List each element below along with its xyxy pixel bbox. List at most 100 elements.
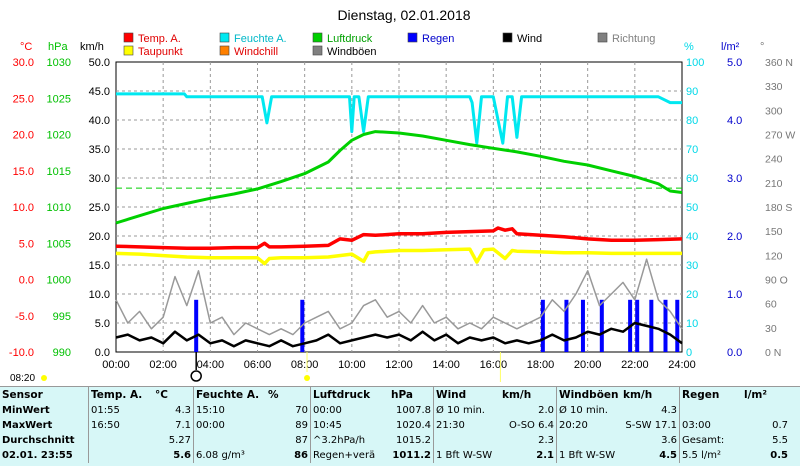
col-temp-unit: °C <box>155 389 168 401</box>
tick-label-temp: -5.0 <box>15 311 34 323</box>
x-tick-label: 02:00 <box>149 359 177 371</box>
table-cell: 1 Bft W-SW <box>433 448 500 463</box>
tick-label-humidity: 10 <box>686 318 698 330</box>
table-cell: Gesamt: <box>679 433 742 448</box>
col-hum: Feuchte A. <box>193 387 266 403</box>
table-cell <box>679 403 742 418</box>
series-wind <box>115 321 683 348</box>
legend-swatch <box>502 32 513 43</box>
col-gust-unit: km/h <box>623 389 653 401</box>
tick-label-direction: 300 <box>765 105 783 117</box>
legend-swatch <box>312 45 323 56</box>
tick-label-humidity: 40 <box>686 231 698 243</box>
rain-bar <box>540 299 545 352</box>
tick-label-pressure: 1020 <box>47 130 71 142</box>
tick-label-direction: 0 N <box>765 347 781 359</box>
table-cell: 1 Bft W-SW <box>556 448 621 463</box>
tick-label-rain: 4.0 <box>727 115 742 127</box>
tick-label-humidity: 90 <box>686 86 698 98</box>
legend-label: Luftdruck <box>327 33 373 45</box>
series-feuchte-a <box>116 92 682 145</box>
series-luftdruck <box>115 130 683 225</box>
table-cell: 2.1 <box>536 450 554 461</box>
series-layer <box>115 92 683 352</box>
legend-label: Wind <box>517 33 542 45</box>
table-cell: O-SO 6.4 <box>508 420 554 431</box>
tick-label-humidity: 100 <box>686 57 704 69</box>
tick-label-wind: 40.0 <box>89 115 110 127</box>
table-cell: 5.6 <box>173 450 191 461</box>
legend-swatch <box>407 32 418 43</box>
tick-label-temp: 30.0 <box>13 57 34 69</box>
sun-dot <box>304 375 311 381</box>
tick-label-rain: 0.0 <box>727 347 742 359</box>
tick-label-pressure: 1030 <box>47 57 71 69</box>
x-tick-label: 22:00 <box>621 359 649 371</box>
time-label-left: 08:20 <box>10 373 35 384</box>
tick-label-rain: 2.0 <box>727 231 742 243</box>
table-cell: 0.5 <box>770 450 788 461</box>
table-cell: 2.3 <box>538 435 554 446</box>
col-gust: Windböen <box>556 387 621 403</box>
col-temp: Temp. A. <box>88 387 153 403</box>
table-cell: 15:10 <box>193 403 266 418</box>
table-cell: 1020.4 <box>396 420 431 431</box>
table-row: Durchschnitt 5.27 87 ^3.2hPa/h 1015.2 2.3 3.6 G… <box>0 433 790 448</box>
direction-unit-label: ° <box>760 41 764 53</box>
tick-label-wind: 0.0 <box>95 347 110 359</box>
table-cell: 1007.8 <box>396 405 431 416</box>
table-cell: Regen+verä <box>310 448 389 463</box>
tick-label-direction: 30 <box>765 323 777 335</box>
tick-label-temp: 20.0 <box>13 130 34 142</box>
col-wind: Wind <box>433 387 500 403</box>
table-cell: 6.08 g/m³ <box>193 448 266 463</box>
chart-title: Dienstag, 02.01.2018 <box>337 7 470 23</box>
table-cell: ^3.2hPa/h <box>310 433 389 448</box>
x-tick-label: 14:00 <box>432 359 460 371</box>
tick-label-pressure: 995 <box>53 311 71 323</box>
sunrise-dot <box>41 375 47 381</box>
tick-label-direction: 330 <box>765 81 783 93</box>
table-row: MaxWert 16:50 7.1 00:00 89 10:45 1020.4 21:30 O-… <box>0 418 790 433</box>
table-cell <box>433 433 500 448</box>
series-windboeen <box>115 258 683 336</box>
tick-label-humidity: 70 <box>686 144 698 156</box>
table-cell: 00:00 <box>310 403 389 418</box>
tick-label-temp: 0.0 <box>19 275 34 287</box>
tick-label-wind: 50.0 <box>89 57 110 69</box>
col-rain-unit: l/m² <box>744 389 767 401</box>
rain-bar <box>599 299 604 352</box>
tick-label-direction: 240 <box>765 154 783 166</box>
table-cell: 20:20 <box>556 418 621 433</box>
legend-label: Richtung <box>612 33 655 45</box>
rain-bar <box>635 299 640 352</box>
table-cell: 0.7 <box>772 420 788 431</box>
table-row: MinWert 01:55 4.3 15:10 70 00:00 1007.8 Ø 10 mi… <box>0 403 790 418</box>
tick-label-rain: 3.0 <box>727 173 742 185</box>
legend: Temp. A. Feuchte A. Luftdruck Regen Wind Rich… <box>123 32 655 58</box>
table-cell: 5.5 l/m² <box>679 448 742 463</box>
tick-label-temp: 5.0 <box>19 238 34 250</box>
tick-label-temp: -10.0 <box>9 347 34 359</box>
table-cell: 21:30 <box>433 418 500 433</box>
legend-label: Regen <box>422 33 454 45</box>
rain-bar <box>663 299 668 352</box>
tick-label-pressure: 1025 <box>47 93 71 105</box>
table-cell: 03:00 <box>679 418 742 433</box>
summary-grid: Sensor Temp. A. °C Feuchte A. % Luftdruc… <box>0 387 790 463</box>
tick-label-wind: 45.0 <box>89 86 110 98</box>
table-cell: 86 <box>294 450 308 461</box>
tick-label-wind: 15.0 <box>89 260 110 272</box>
x-tick-label: 18:00 <box>527 359 555 371</box>
x-tick-label: 10:00 <box>338 359 366 371</box>
table-cell: 10:45 <box>310 418 389 433</box>
tick-label-humidity: 50 <box>686 202 698 214</box>
tick-label-humidity: 30 <box>686 260 698 272</box>
tick-label-pressure: 1010 <box>47 202 71 214</box>
table-cell: 3.6 <box>661 435 677 446</box>
table-cell: 01:55 <box>88 403 153 418</box>
table-cell <box>88 433 153 448</box>
table-cell: 7.1 <box>175 420 191 431</box>
pressure-unit-label: hPa <box>48 41 68 53</box>
table-cell: 16:50 <box>88 418 153 433</box>
